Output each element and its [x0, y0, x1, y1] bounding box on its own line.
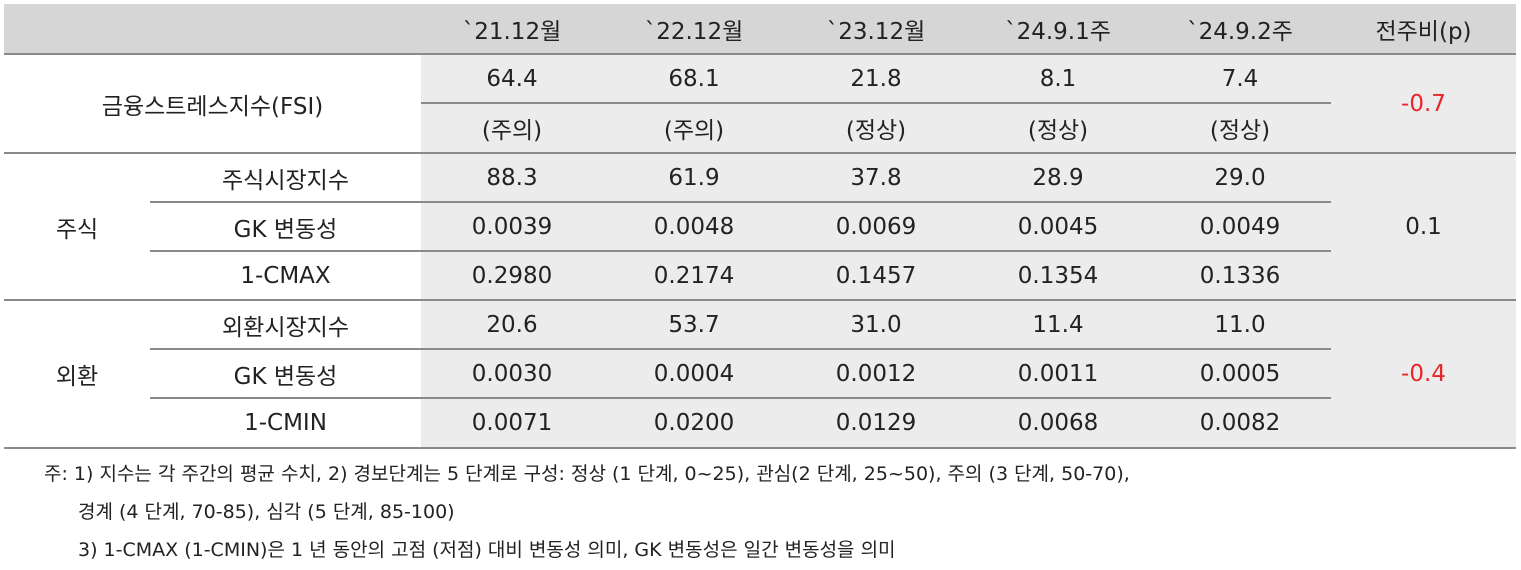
footnote-line-3: 3) 1-CMAX (1-CMIN)은 1 년 동안의 고점 (저점) 대비 변… — [78, 539, 896, 561]
stock-row-1-value-2: 61.9 — [603, 154, 785, 201]
fx-row-2-value-3: 0.0012 — [785, 350, 967, 397]
stock-row-2-label: GK 변동성 — [233, 216, 338, 243]
fsi-change: -0.7 — [1331, 55, 1516, 152]
divider — [4, 53, 1516, 55]
stock-row-1-value-3: 37.8 — [785, 154, 967, 201]
stock-row-1-label: 주식시장지수 — [222, 167, 349, 194]
divider — [421, 102, 1331, 104]
fx-row-1-value-4: 11.4 — [967, 301, 1149, 348]
fx-row-2-value-1: 0.0030 — [421, 350, 603, 397]
fx-row-1-value-2: 53.7 — [603, 301, 785, 348]
fx-row-1-value-1: 20.6 — [421, 301, 603, 348]
footnote-line-2: 경계 (4 단계, 70-85), 심각 (5 단계, 85-100) — [78, 501, 455, 523]
stock-row-2-value-5: 0.0049 — [1149, 203, 1331, 250]
header-col-3: `23.12월 — [826, 18, 926, 45]
stock-row-1-value-5: 29.0 — [1149, 154, 1331, 201]
divider — [4, 447, 1516, 449]
divider — [150, 397, 1331, 399]
fsi-value-1: 64.4 — [421, 55, 603, 102]
header-col-2: `22.12월 — [644, 18, 744, 45]
fx-row-3-value-1: 0.0071 — [421, 399, 603, 447]
header-col-change: 전주비(p) — [1375, 18, 1472, 45]
fx-row-1-value-3: 31.0 — [785, 301, 967, 348]
fx-row-2-value-4: 0.0011 — [967, 350, 1149, 397]
divider — [150, 201, 1331, 203]
fx-row-3-value-5: 0.0082 — [1149, 399, 1331, 447]
fx-row-1-label: 외환시장지수 — [222, 314, 349, 341]
stock-group-label: 주식 — [55, 216, 99, 243]
divider — [150, 250, 1331, 252]
stock-row-3-value-1: 0.2980 — [421, 252, 603, 299]
stock-row-3-value-3: 0.1457 — [785, 252, 967, 299]
fx-row-2-value-5: 0.0005 — [1149, 350, 1331, 397]
stock-row-2-value-4: 0.0045 — [967, 203, 1149, 250]
fsi-status-3: (정상) — [785, 104, 967, 152]
header-col-1: `21.12월 — [462, 18, 562, 45]
fsi-status-1: (주의) — [421, 104, 603, 152]
divider — [150, 348, 1331, 350]
divider — [4, 299, 1516, 301]
fsi-status-2: (주의) — [603, 104, 785, 152]
stock-row-1-value-1: 88.3 — [421, 154, 603, 201]
stock-row-3-value-2: 0.2174 — [603, 252, 785, 299]
stock-row-2-value-1: 0.0039 — [421, 203, 603, 250]
fx-row-3-label: 1-CMIN — [244, 410, 327, 436]
divider — [4, 152, 1516, 154]
header-row — [4, 4, 1516, 53]
stock-row-1-value-4: 28.9 — [967, 154, 1149, 201]
stock-change: 0.1 — [1331, 154, 1516, 299]
stock-row-3-label: 1-CMAX — [240, 262, 331, 289]
fx-group-label: 외환 — [55, 364, 99, 390]
footnote-line-1: 주: 1) 지수는 각 주간의 평균 수치, 2) 경보단계는 5 단계로 구성… — [44, 463, 1130, 485]
header-col-5: `24.9.2주 — [1187, 18, 1293, 45]
stock-row-2-value-3: 0.0069 — [785, 203, 967, 250]
fx-row-3-value-4: 0.0068 — [967, 399, 1149, 447]
fx-row-2-value-2: 0.0004 — [603, 350, 785, 397]
fx-row-1-value-5: 11.0 — [1149, 301, 1331, 348]
fsi-value-4: 8.1 — [967, 55, 1149, 102]
fsi-value-2: 68.1 — [603, 55, 785, 102]
fx-row-2-label: GK 변동성 — [233, 363, 338, 390]
fsi-value-5: 7.4 — [1149, 55, 1331, 102]
fsi-value-3: 21.8 — [785, 55, 967, 102]
fx-change: -0.4 — [1331, 301, 1516, 447]
fx-row-3-value-3: 0.0129 — [785, 399, 967, 447]
header-col-4: `24.9.1주 — [1005, 18, 1111, 45]
fsi-status-5: (정상) — [1149, 104, 1331, 152]
stock-row-3-value-4: 0.1354 — [967, 252, 1149, 299]
stock-row-2-value-2: 0.0048 — [603, 203, 785, 250]
stock-row-3-value-5: 0.1336 — [1149, 252, 1331, 299]
fsi-label: 금융스트레스지수(FSI) — [101, 93, 324, 120]
fx-row-3-value-2: 0.0200 — [603, 399, 785, 447]
footnotes: 주: 1) 지수는 각 주간의 평균 수치, 2) 경보단계는 5 단계로 구성… — [44, 455, 1130, 569]
fsi-status-4: (정상) — [967, 104, 1149, 152]
